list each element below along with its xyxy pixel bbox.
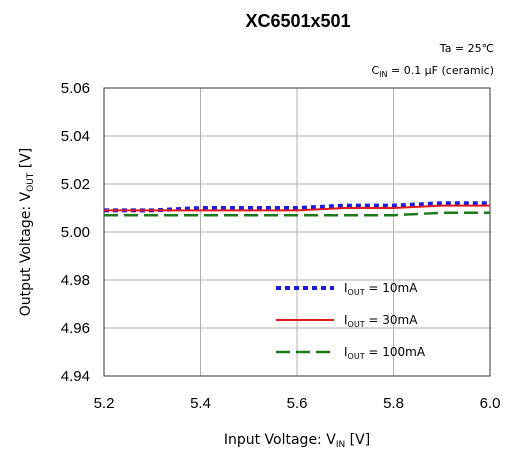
series-layer (104, 201, 490, 217)
y-tick-label: 4.98 (61, 272, 90, 289)
series-line-2 (104, 204, 490, 212)
legend-label-2: IOUT = 30mA (344, 313, 418, 329)
y-axis-label: Output Voltage: VOUT [V] (18, 148, 36, 316)
x-tick-label: 5.8 (383, 395, 404, 412)
legend: IOUT = 10mA IOUT = 30mA IOUT = 100mA (276, 281, 426, 361)
x-axis-label: Input Voltage: VIN [V] (224, 432, 370, 450)
chart-title: XC6501x501 (245, 11, 350, 31)
x-tick-labels: 5.2 5.4 5.6 5.8 6.0 (94, 395, 501, 412)
legend-label-1: IOUT = 10mA (344, 281, 418, 297)
y-tick-label: 5.02 (61, 176, 90, 193)
series-line-3 (104, 211, 490, 217)
x-tick-label: 6.0 (480, 395, 501, 412)
y-tick-label: 5.00 (61, 224, 90, 241)
legend-label-3: IOUT = 100mA (344, 345, 426, 361)
y-tick-labels: 4.94 4.96 4.98 5.00 5.02 5.04 5.06 (61, 80, 90, 385)
capacitor-note: CIN = 0.1 μF (ceramic) (371, 64, 494, 79)
y-tick-label: 5.04 (61, 128, 90, 145)
y-tick-label: 4.96 (61, 320, 90, 337)
temperature-note: Ta = 25℃ (439, 42, 494, 55)
y-tick-label: 4.94 (61, 368, 90, 385)
y-tick-label: 5.06 (61, 80, 90, 97)
x-tick-label: 5.2 (94, 395, 115, 412)
plot-frame (103, 87, 491, 377)
grid-lines (103, 87, 491, 377)
x-tick-label: 5.4 (190, 395, 211, 412)
x-tick-label: 5.6 (287, 395, 308, 412)
